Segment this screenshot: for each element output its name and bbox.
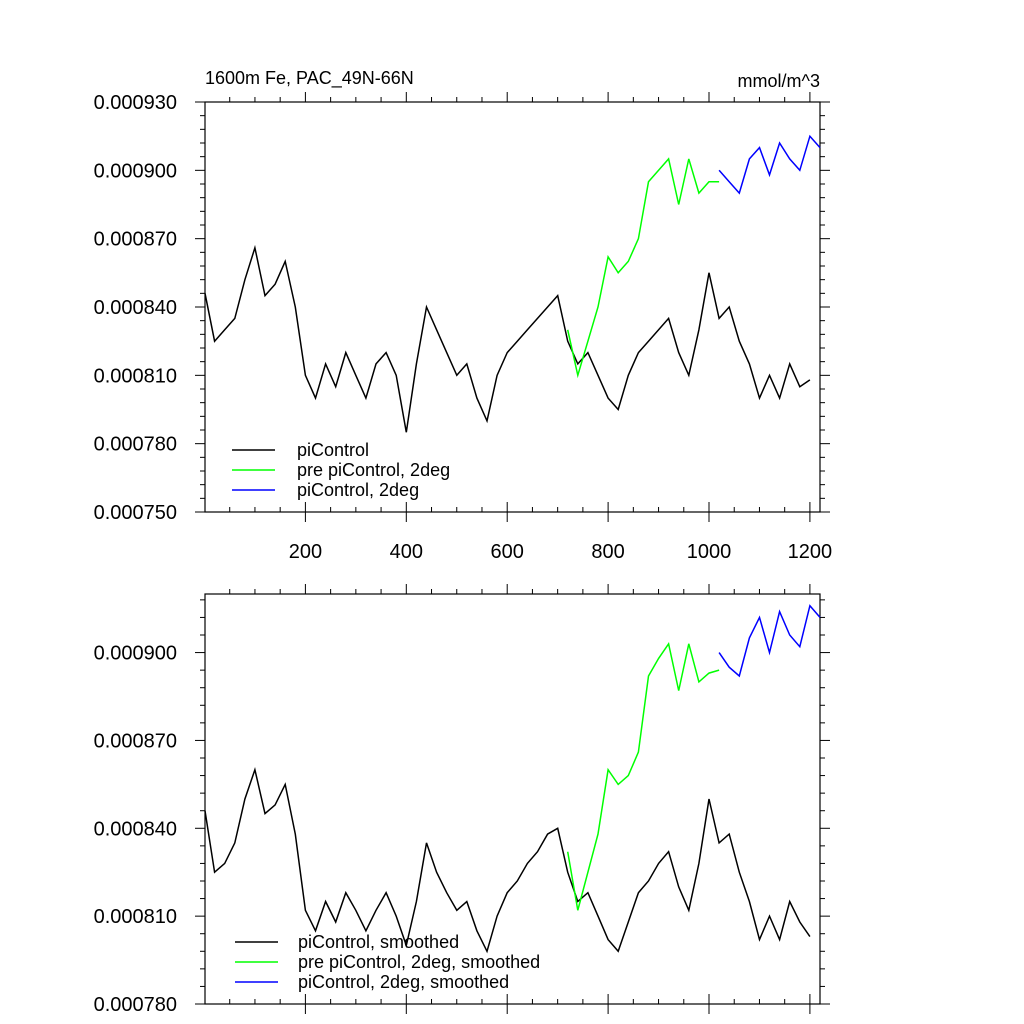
bottom-series-lines	[204, 604, 821, 954]
y-tick-label: 0.000810	[94, 365, 177, 387]
top-panel: 1600m Fe, PAC_49N-66N mmol/m^3 0.0007500…	[94, 68, 833, 563]
y-tick-label: 0.000750	[94, 502, 177, 524]
x-tick-label: 400	[390, 541, 423, 563]
series-line	[566, 641, 720, 911]
bottom-axis-ticks	[195, 584, 830, 1014]
series-line	[204, 244, 811, 433]
y-tick-label: 0.000870	[94, 730, 177, 752]
bottom-y-tick-labels: 0.000780 0.000810 0.000840 0.000870 0.000900	[94, 643, 177, 1016]
x-tick-label: 200	[289, 541, 322, 563]
series-line	[718, 604, 821, 678]
bottom-panel: 0.000780 0.000810 0.000840 0.000870 0.000900…	[94, 584, 830, 1016]
y-tick-label: 0.000780	[94, 994, 177, 1016]
y-tick-label: 0.000930	[94, 92, 177, 114]
top-series-lines	[204, 134, 821, 433]
x-tick-label: 1000	[687, 541, 732, 563]
top-axis-ticks	[195, 92, 830, 522]
y-tick-label: 0.000840	[94, 818, 177, 840]
series-line	[718, 134, 821, 195]
series-line	[204, 766, 811, 954]
x-tick-label: 600	[491, 541, 524, 563]
x-tick-label: 800	[591, 541, 624, 563]
top-units-label: mmol/m^3	[738, 71, 820, 91]
legend-label: piControl, 2deg, smoothed	[298, 972, 509, 992]
series-line	[566, 157, 720, 379]
y-tick-label: 0.000900	[94, 643, 177, 665]
y-tick-label: 0.000840	[94, 297, 177, 319]
top-x-tick-labels: 200 400 600 800 1000 1200	[289, 541, 832, 563]
y-tick-label: 0.000900	[94, 160, 177, 182]
legend-label: piControl, 2deg	[297, 480, 419, 500]
y-tick-label: 0.000870	[94, 229, 177, 251]
top-chart-title: 1600m Fe, PAC_49N-66N	[205, 68, 414, 89]
legend-label: pre piControl, 2deg	[297, 460, 450, 480]
top-y-tick-labels: 0.000750 0.000780 0.000810 0.000840 0.000870…	[94, 92, 177, 524]
x-tick-label: 1200	[788, 541, 833, 563]
y-tick-label: 0.000810	[94, 906, 177, 928]
legend-label: piControl	[297, 440, 369, 460]
legend-label: piControl, smoothed	[298, 932, 459, 952]
bottom-plot-frame	[204, 593, 821, 1005]
y-tick-label: 0.000780	[94, 434, 177, 456]
legend-label: pre piControl, 2deg, smoothed	[298, 952, 540, 972]
